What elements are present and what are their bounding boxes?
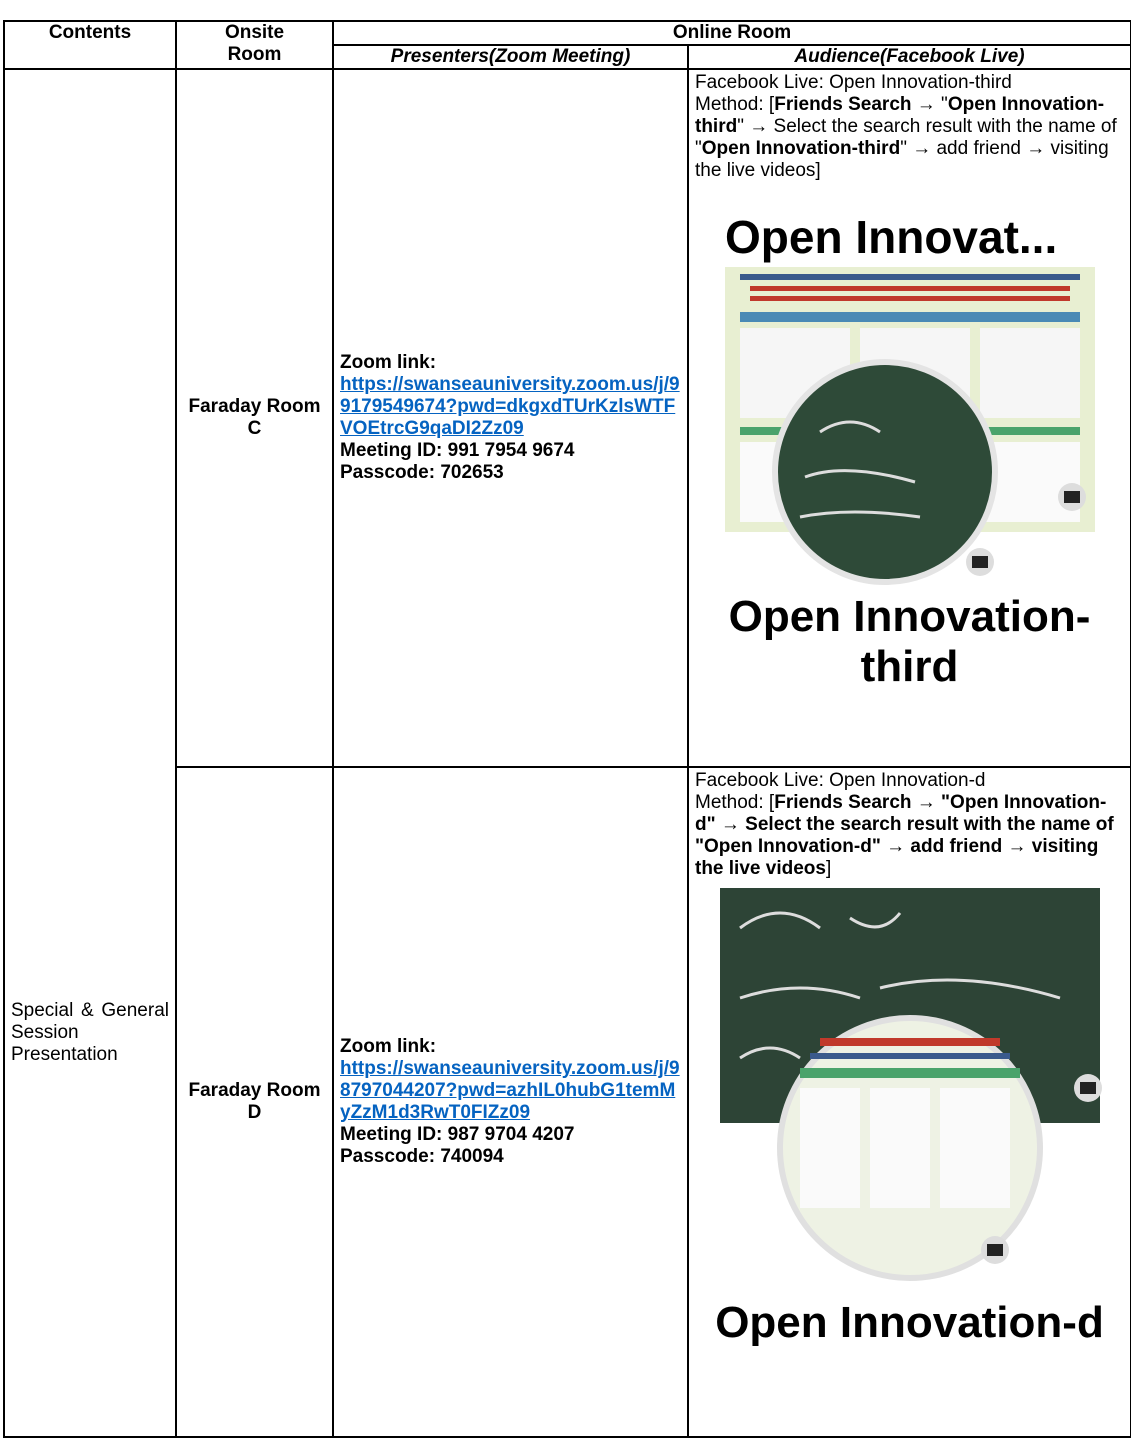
room-row: Faraday Room D Zoom link: https://swanse… (4, 766, 1131, 1438)
meeting-id: Meeting ID: 987 9704 4207 (340, 1124, 575, 1145)
zoom-link[interactable]: https://swanseauniversity.zoom.us/j/9917… (340, 374, 680, 439)
method-segment: → " (911, 94, 948, 115)
profile-name: Open Innovation-third (728, 592, 1091, 691)
zoom-cell: Zoom link: https://swanseauniversity.zoo… (332, 766, 689, 1438)
method-segment: ] (825, 858, 832, 879)
method-segment: Friends Search → "Open Innovation-d" → S… (695, 792, 1114, 879)
image-header: Open Innovat... (725, 211, 1058, 263)
method: Method: [Friends Search → "Open Innovati… (695, 792, 1124, 880)
method-segment: Friends Search (774, 94, 912, 115)
passcode: Passcode: 702653 (340, 462, 504, 483)
online-header: Online Room (331, 20, 1131, 46)
method-segment: Method: [ (695, 94, 775, 115)
audience-cell: Facebook Live: Open Innovation-third Met… (686, 68, 1131, 768)
method-segment: " → Select the search result with the na… (695, 116, 1117, 159)
session-cell: Special & General Session Presentation (3, 68, 177, 1438)
facebook-live: Facebook Live: Open Innovation-d (695, 770, 986, 791)
profile-image (719, 888, 1102, 1281)
contents-header: Contents (3, 20, 177, 70)
profile-image (724, 267, 1095, 585)
onsite-room: Faraday Room D (175, 766, 334, 1438)
zoom-label: Zoom link: (340, 352, 437, 373)
audience-header: Audience(Facebook Live) (686, 44, 1131, 70)
facebook-live: Facebook Live: Open Innovation-third (695, 72, 1012, 93)
presenters-header: Presenters(Zoom Meeting) (332, 44, 689, 70)
method-segment: Open Innovation-third (701, 138, 901, 159)
audience-cell: Facebook Live: Open Innovation-d Method:… (686, 766, 1131, 1438)
room-row: Special & General Session Presentation F… (3, 68, 1131, 1438)
header-row: Contents Onsite Room Online Room (3, 20, 1131, 70)
onsite-header: Onsite Room (175, 20, 334, 70)
meeting-id: Meeting ID: 991 7954 9674 (340, 440, 575, 461)
onsite-room: Faraday Room C (175, 68, 334, 768)
profile-name: Open Innovation-d (715, 1298, 1104, 1347)
passcode: Passcode: 740094 (340, 1146, 504, 1167)
method-segment: Open Innovation-third (695, 94, 1105, 137)
schedule-table: Contents Onsite Room Online Room Present… (3, 20, 1131, 1438)
method-segment: Method: [ (695, 792, 775, 813)
method-segment: " → add friend → visiting the live video… (695, 138, 1109, 181)
zoom-cell: Zoom link: https://swanseauniversity.zoo… (332, 68, 689, 768)
header-row: Presenters(Zoom Meeting) Audience(Facebo… (4, 44, 1131, 70)
zoom-label: Zoom link: (340, 1036, 437, 1057)
zoom-link[interactable]: https://swanseauniversity.zoom.us/j/9879… (340, 1058, 680, 1123)
method: Method: [Friends Search → "Open Innovati… (695, 94, 1124, 182)
